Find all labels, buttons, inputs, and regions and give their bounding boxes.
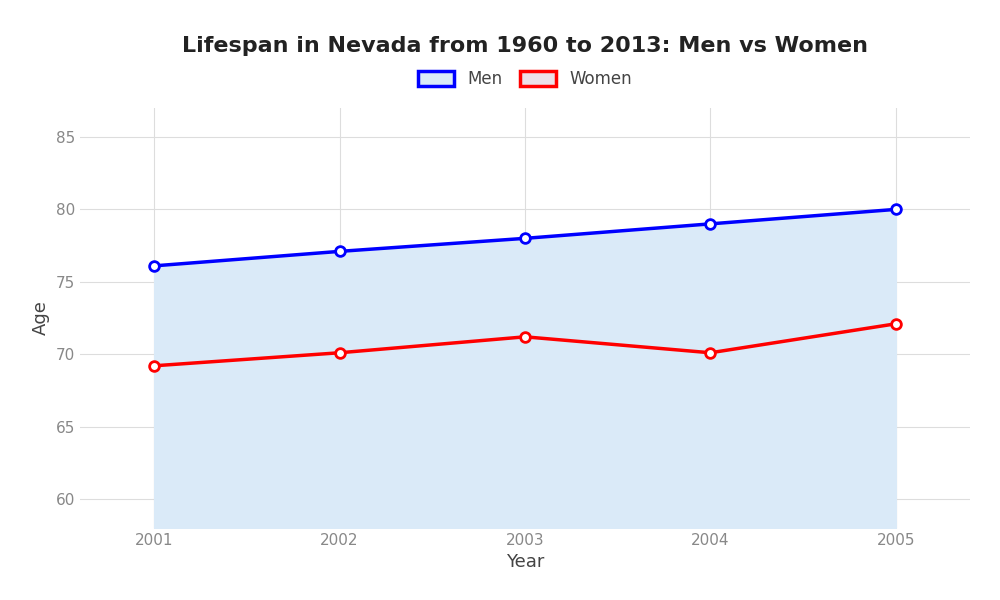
Y-axis label: Age: Age (32, 301, 50, 335)
X-axis label: Year: Year (506, 553, 544, 571)
Title: Lifespan in Nevada from 1960 to 2013: Men vs Women: Lifespan in Nevada from 1960 to 2013: Me… (182, 37, 868, 56)
Legend: Men, Women: Men, Women (409, 62, 641, 97)
